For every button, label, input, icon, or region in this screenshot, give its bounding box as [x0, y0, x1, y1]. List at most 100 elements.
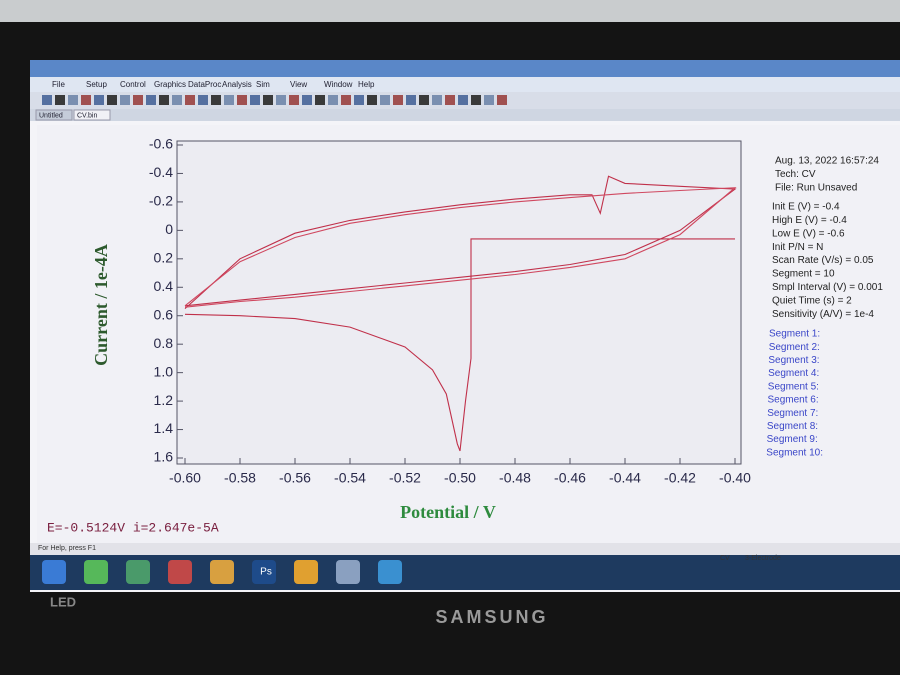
toolbar-button[interactable]: [484, 95, 494, 105]
toolbar-button[interactable]: [159, 95, 169, 105]
toolbar-button[interactable]: [341, 95, 351, 105]
toolbar-button[interactable]: [68, 95, 78, 105]
menu-item[interactable]: View: [290, 80, 307, 89]
info-header: File: Run Unsaved: [775, 183, 857, 194]
x-axis-title: Potential / V: [400, 502, 496, 522]
info-header: Aug. 13, 2022 16:57:24: [775, 156, 879, 167]
toolbar-button[interactable]: [237, 95, 247, 105]
info-param: Init E (V) = -0.4: [772, 202, 840, 213]
toolbar-button[interactable]: [458, 95, 468, 105]
toolbar-button[interactable]: [276, 95, 286, 105]
toolbar-button[interactable]: [94, 95, 104, 105]
info-param: Scan Rate (V/s) = 0.05: [772, 255, 874, 266]
segment-label: Segment 8:: [767, 421, 818, 432]
menu-item[interactable]: Analysis: [222, 80, 252, 89]
y-tick-label: 0: [165, 221, 173, 237]
toolbar-button[interactable]: [81, 95, 91, 105]
toolbar-button[interactable]: [315, 95, 325, 105]
brand: SAMSUNG: [435, 607, 548, 627]
menu-item[interactable]: Graphics: [154, 80, 186, 89]
toolbar-button[interactable]: [406, 95, 416, 105]
taskbar-app[interactable]: [378, 560, 402, 584]
toolbar-button[interactable]: [367, 95, 377, 105]
toolbar-button[interactable]: [419, 95, 429, 105]
toolbar-button[interactable]: [198, 95, 208, 105]
toolbar-button[interactable]: [107, 95, 117, 105]
taskbar-app-label: Ps: [260, 567, 272, 578]
toolbar-button[interactable]: [133, 95, 143, 105]
y-tick-label: 1.2: [154, 392, 174, 408]
toolbar-button[interactable]: [185, 95, 195, 105]
y-axis-title: Current / 1e-4A: [91, 244, 111, 366]
toolbar-button[interactable]: [328, 95, 338, 105]
y-tick-label: 0.4: [154, 278, 174, 294]
taskbar-app[interactable]: [168, 560, 192, 584]
x-tick-label: -0.54: [334, 470, 366, 486]
toolbar-icons: [42, 95, 507, 105]
info-param: Quiet Time (s) = 2: [772, 295, 852, 306]
toolbar-button[interactable]: [289, 95, 299, 105]
info-header: Tech: CV: [775, 169, 816, 180]
toolbar-button[interactable]: [302, 95, 312, 105]
tab[interactable]: [35, 109, 73, 121]
taskbar-app[interactable]: [252, 560, 276, 584]
toolbar-button[interactable]: [120, 95, 130, 105]
cursor-readout: E=-0.5124V i=2.647e-5A: [47, 520, 219, 535]
taskbar-app[interactable]: [210, 560, 234, 584]
toolbar-button[interactable]: [445, 95, 455, 105]
menu-item[interactable]: Window: [324, 80, 353, 89]
taskbar-app[interactable]: [42, 560, 66, 584]
menu-item[interactable]: Control: [120, 80, 146, 89]
toolbar-button[interactable]: [263, 95, 273, 105]
taskbar-app[interactable]: [294, 560, 318, 584]
status-bar: [30, 543, 900, 555]
plot-area: [176, 140, 742, 465]
info-param: Init P/N = N: [772, 242, 823, 253]
toolbar-button[interactable]: [432, 95, 442, 105]
segment-label: Segment 6:: [768, 395, 819, 406]
toolbar-button[interactable]: [55, 95, 65, 105]
toolbar-button[interactable]: [250, 95, 260, 105]
taskbar-app[interactable]: [336, 560, 360, 584]
menu-item[interactable]: Setup: [86, 80, 107, 89]
toolbar-button[interactable]: [471, 95, 481, 105]
y-tick-label: -0.2: [149, 193, 173, 209]
y-tick-label: 0.8: [154, 335, 174, 351]
y-tick-label: 1.6: [154, 449, 174, 465]
info-param: Sensitivity (A/V) = 1e-4: [772, 309, 874, 320]
taskbar-app[interactable]: [84, 560, 108, 584]
toolbar-button[interactable]: [146, 95, 156, 105]
tab[interactable]: [73, 109, 111, 121]
status-help: For Help, press F1: [38, 545, 96, 552]
toolbar-button[interactable]: [497, 95, 507, 105]
y-tick-label: 1.0: [154, 363, 174, 379]
status-tech: CV: [720, 555, 730, 562]
cv-trace: [184, 238, 735, 452]
menu-item[interactable]: Help: [358, 80, 375, 89]
toolbar-button[interactable]: [380, 95, 390, 105]
toolbar-button[interactable]: [393, 95, 403, 105]
tab-bar: [30, 109, 900, 121]
x-tick-label: -0.60: [169, 470, 201, 486]
x-tick-label: -0.46: [554, 470, 586, 486]
menu-item[interactable]: DataProc: [188, 80, 221, 89]
tab-label: Untitled: [39, 112, 63, 119]
toolbar-button[interactable]: [42, 95, 52, 105]
segment-label: Segment 4:: [768, 368, 819, 379]
toolbar-button[interactable]: [354, 95, 364, 105]
toolbar-button[interactable]: [224, 95, 234, 105]
tab-label: CV.bin: [77, 112, 97, 119]
menu-item[interactable]: Sim: [256, 80, 270, 89]
menu-item[interactable]: File: [52, 80, 65, 89]
menu-bar: [30, 77, 900, 92]
segment-label: Segment 9:: [767, 434, 818, 445]
y-tick-label: -0.4: [149, 164, 173, 180]
taskbar-app[interactable]: [126, 560, 150, 584]
toolbar-button[interactable]: [172, 95, 182, 105]
toolbar-button[interactable]: [211, 95, 221, 105]
segment-label: Segment 1:: [769, 329, 820, 340]
x-tick-label: -0.56: [279, 470, 311, 486]
info-param: Smpl Interval (V) = 0.001: [772, 282, 883, 293]
taskbar-icons: Ps: [42, 560, 402, 584]
